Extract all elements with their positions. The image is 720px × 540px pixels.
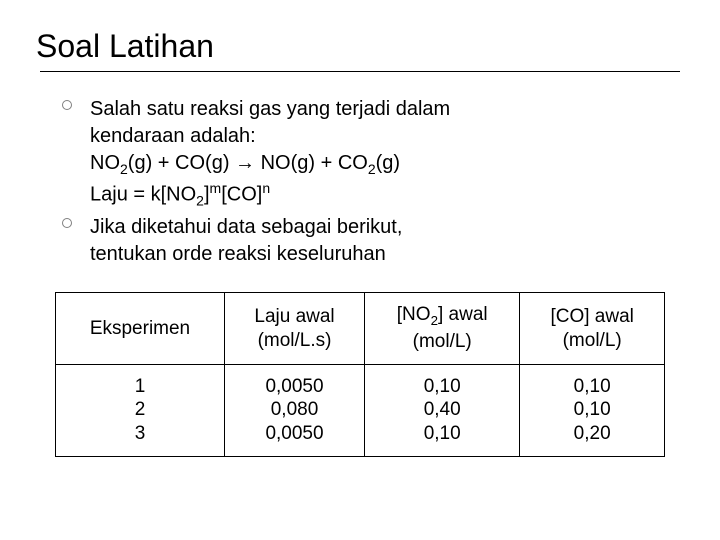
bullet-1-line-2: kendaraan adalah: <box>90 123 680 150</box>
bullet-1-line-1: Salah satu reaksi gas yang terjadi dalam <box>90 96 680 123</box>
bullet-item-1: Salah satu reaksi gas yang terjadi dalam… <box>62 96 680 210</box>
circle-bullet-icon <box>62 218 72 228</box>
bullet-1-line-3: NO2(g) + CO(g) → NO(g) + CO2(g) <box>90 150 680 179</box>
table-row: 1 2 3 0,0050 0,080 0,0050 0,10 0,40 0,10… <box>56 364 665 456</box>
bullet-item-2: Jika diketahui data sebagai berikut, ten… <box>62 214 680 268</box>
cell-co: 0,10 0,10 0,20 <box>520 364 665 456</box>
col-header-laju: Laju awal(mol/L.s) <box>224 293 364 364</box>
circle-bullet-icon <box>62 100 72 110</box>
page-title: Soal Latihan <box>36 28 680 65</box>
title-rule <box>40 71 680 72</box>
col-header-no2: [NO2] awal(mol/L) <box>365 293 520 364</box>
col-header-co: [CO] awal(mol/L) <box>520 293 665 364</box>
cell-laju: 0,0050 0,080 0,0050 <box>224 364 364 456</box>
cell-no2: 0,10 0,40 0,10 <box>365 364 520 456</box>
cell-eksperimen: 1 2 3 <box>56 364 225 456</box>
table-header-row: Eksperimen Laju awal(mol/L.s) [NO2] awal… <box>56 293 665 364</box>
bullet-1-line-4: Laju = k[NO2]m[CO]n <box>90 179 680 211</box>
col-header-eksperimen: Eksperimen <box>56 293 225 364</box>
data-table: Eksperimen Laju awal(mol/L.s) [NO2] awal… <box>55 292 665 456</box>
bullet-2-line-2: tentukan orde reaksi keseluruhan <box>90 241 680 268</box>
bullet-list: Salah satu reaksi gas yang terjadi dalam… <box>40 96 680 268</box>
bullet-2-line-1: Jika diketahui data sebagai berikut, <box>90 214 680 241</box>
